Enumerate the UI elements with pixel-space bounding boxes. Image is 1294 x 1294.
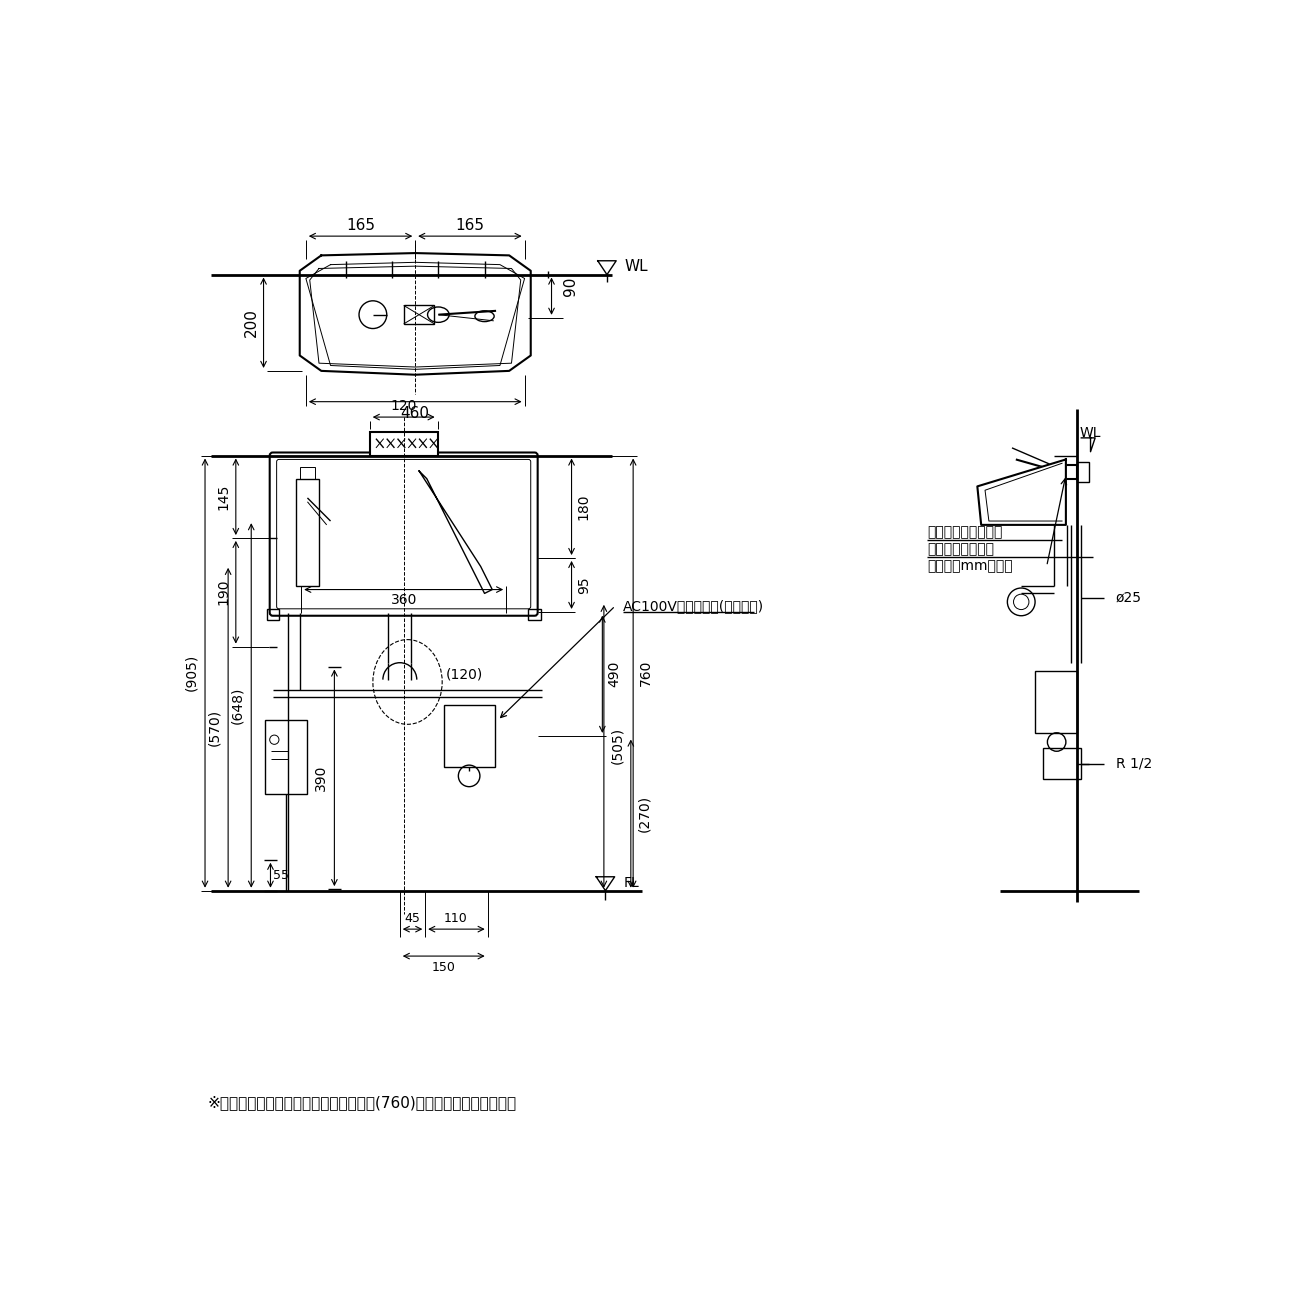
Text: WL: WL	[1079, 426, 1101, 440]
Text: 360: 360	[391, 594, 417, 607]
Text: FL: FL	[624, 876, 639, 890]
FancyBboxPatch shape	[269, 453, 538, 616]
Text: （着強木ねじ込み: （着強木ねじ込み	[928, 542, 994, 556]
Bar	[300, 467, 316, 479]
Bar	[445, 705, 494, 766]
Bar	[1043, 748, 1082, 779]
Text: 165: 165	[455, 217, 484, 233]
Bar	[1062, 465, 1078, 479]
Text: AC100Vコンセント(現場手配): AC100Vコンセント(現場手配)	[624, 599, 765, 613]
Text: 45: 45	[404, 912, 421, 925]
Text: 180: 180	[577, 493, 591, 520]
Text: WL: WL	[625, 259, 648, 274]
Text: 200: 200	[243, 308, 259, 336]
Text: (905): (905)	[184, 653, 198, 691]
Text: 55: 55	[273, 868, 290, 881]
Polygon shape	[419, 471, 492, 594]
Text: (648): (648)	[230, 686, 245, 723]
Text: 95: 95	[577, 576, 591, 594]
Polygon shape	[977, 459, 1066, 525]
Text: R 1/2: R 1/2	[1115, 757, 1152, 771]
Bar	[404, 305, 435, 324]
Bar	[265, 721, 308, 793]
Text: 深さ１５mm以上）: 深さ１５mm以上）	[928, 559, 1013, 573]
Text: 460: 460	[401, 406, 430, 421]
Text: ø25: ø25	[1115, 591, 1141, 606]
Text: (270): (270)	[638, 795, 652, 832]
Text: (505): (505)	[611, 727, 625, 765]
Bar	[296, 479, 320, 586]
Bar	[267, 608, 280, 620]
Text: （バックハンガー）: （バックハンガー）	[928, 525, 1003, 540]
Bar	[528, 608, 541, 620]
Bar	[1035, 672, 1078, 732]
Text: 390: 390	[313, 765, 327, 791]
Text: 165: 165	[345, 217, 375, 233]
Text: 760: 760	[638, 660, 652, 686]
Text: 90: 90	[563, 277, 578, 296]
Bar	[1078, 462, 1090, 481]
Text: (120): (120)	[446, 668, 483, 681]
Text: 190: 190	[216, 578, 230, 606]
Text: 150: 150	[432, 961, 455, 974]
Bar	[370, 432, 437, 455]
Text: ※（　）内寸法は、手洗器あふれ縁高さ(760)を基準にした参考寸法。: ※（ ）内寸法は、手洗器あふれ縁高さ(760)を基準にした参考寸法。	[207, 1095, 516, 1110]
Text: 490: 490	[608, 661, 621, 687]
Text: 120: 120	[391, 400, 417, 413]
Text: 145: 145	[216, 483, 230, 510]
Ellipse shape	[475, 311, 494, 322]
Text: (570): (570)	[207, 709, 221, 745]
Text: 110: 110	[444, 912, 468, 925]
